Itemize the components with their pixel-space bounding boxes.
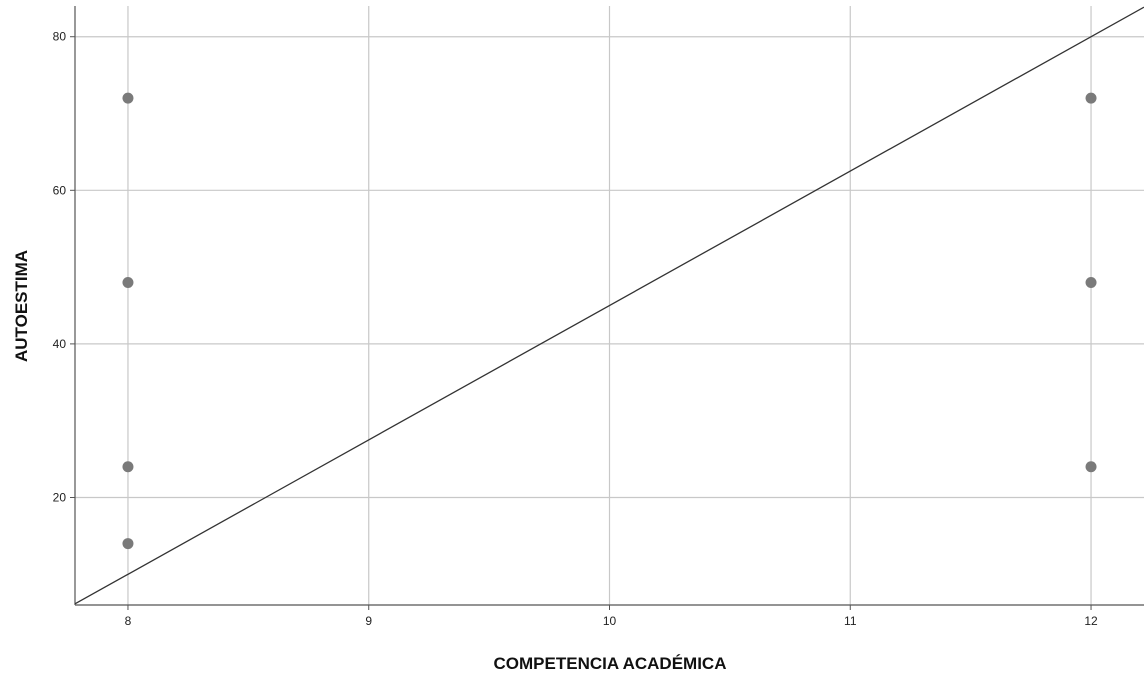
y-axis-title: AUTOESTIMA [12, 250, 31, 362]
y-tick-label: 20 [53, 490, 67, 504]
data-point [122, 276, 134, 288]
x-tick-label: 10 [603, 614, 617, 628]
x-tick-label: 9 [365, 614, 372, 628]
data-point [122, 461, 134, 473]
y-tick-label: 60 [53, 183, 67, 197]
data-point [1085, 461, 1097, 473]
tick-labels: 8 9 10 11 12 20 40 60 80 [53, 30, 1098, 628]
y-tick-label: 40 [53, 337, 67, 351]
data-point [122, 92, 134, 104]
x-tick-label: 8 [125, 614, 132, 628]
data-point [1085, 276, 1097, 288]
fit-line [74, 6, 1144, 605]
data-point [122, 538, 134, 550]
x-tick-label: 11 [844, 614, 857, 628]
gridlines [75, 6, 1144, 605]
x-axis-title: COMPETENCIA ACADÉMICA [494, 654, 727, 673]
fit-line-group [74, 6, 1144, 605]
data-points [122, 92, 1097, 550]
x-tick-label: 12 [1084, 614, 1098, 628]
y-tick-label: 80 [53, 30, 67, 44]
data-point [1085, 92, 1097, 104]
